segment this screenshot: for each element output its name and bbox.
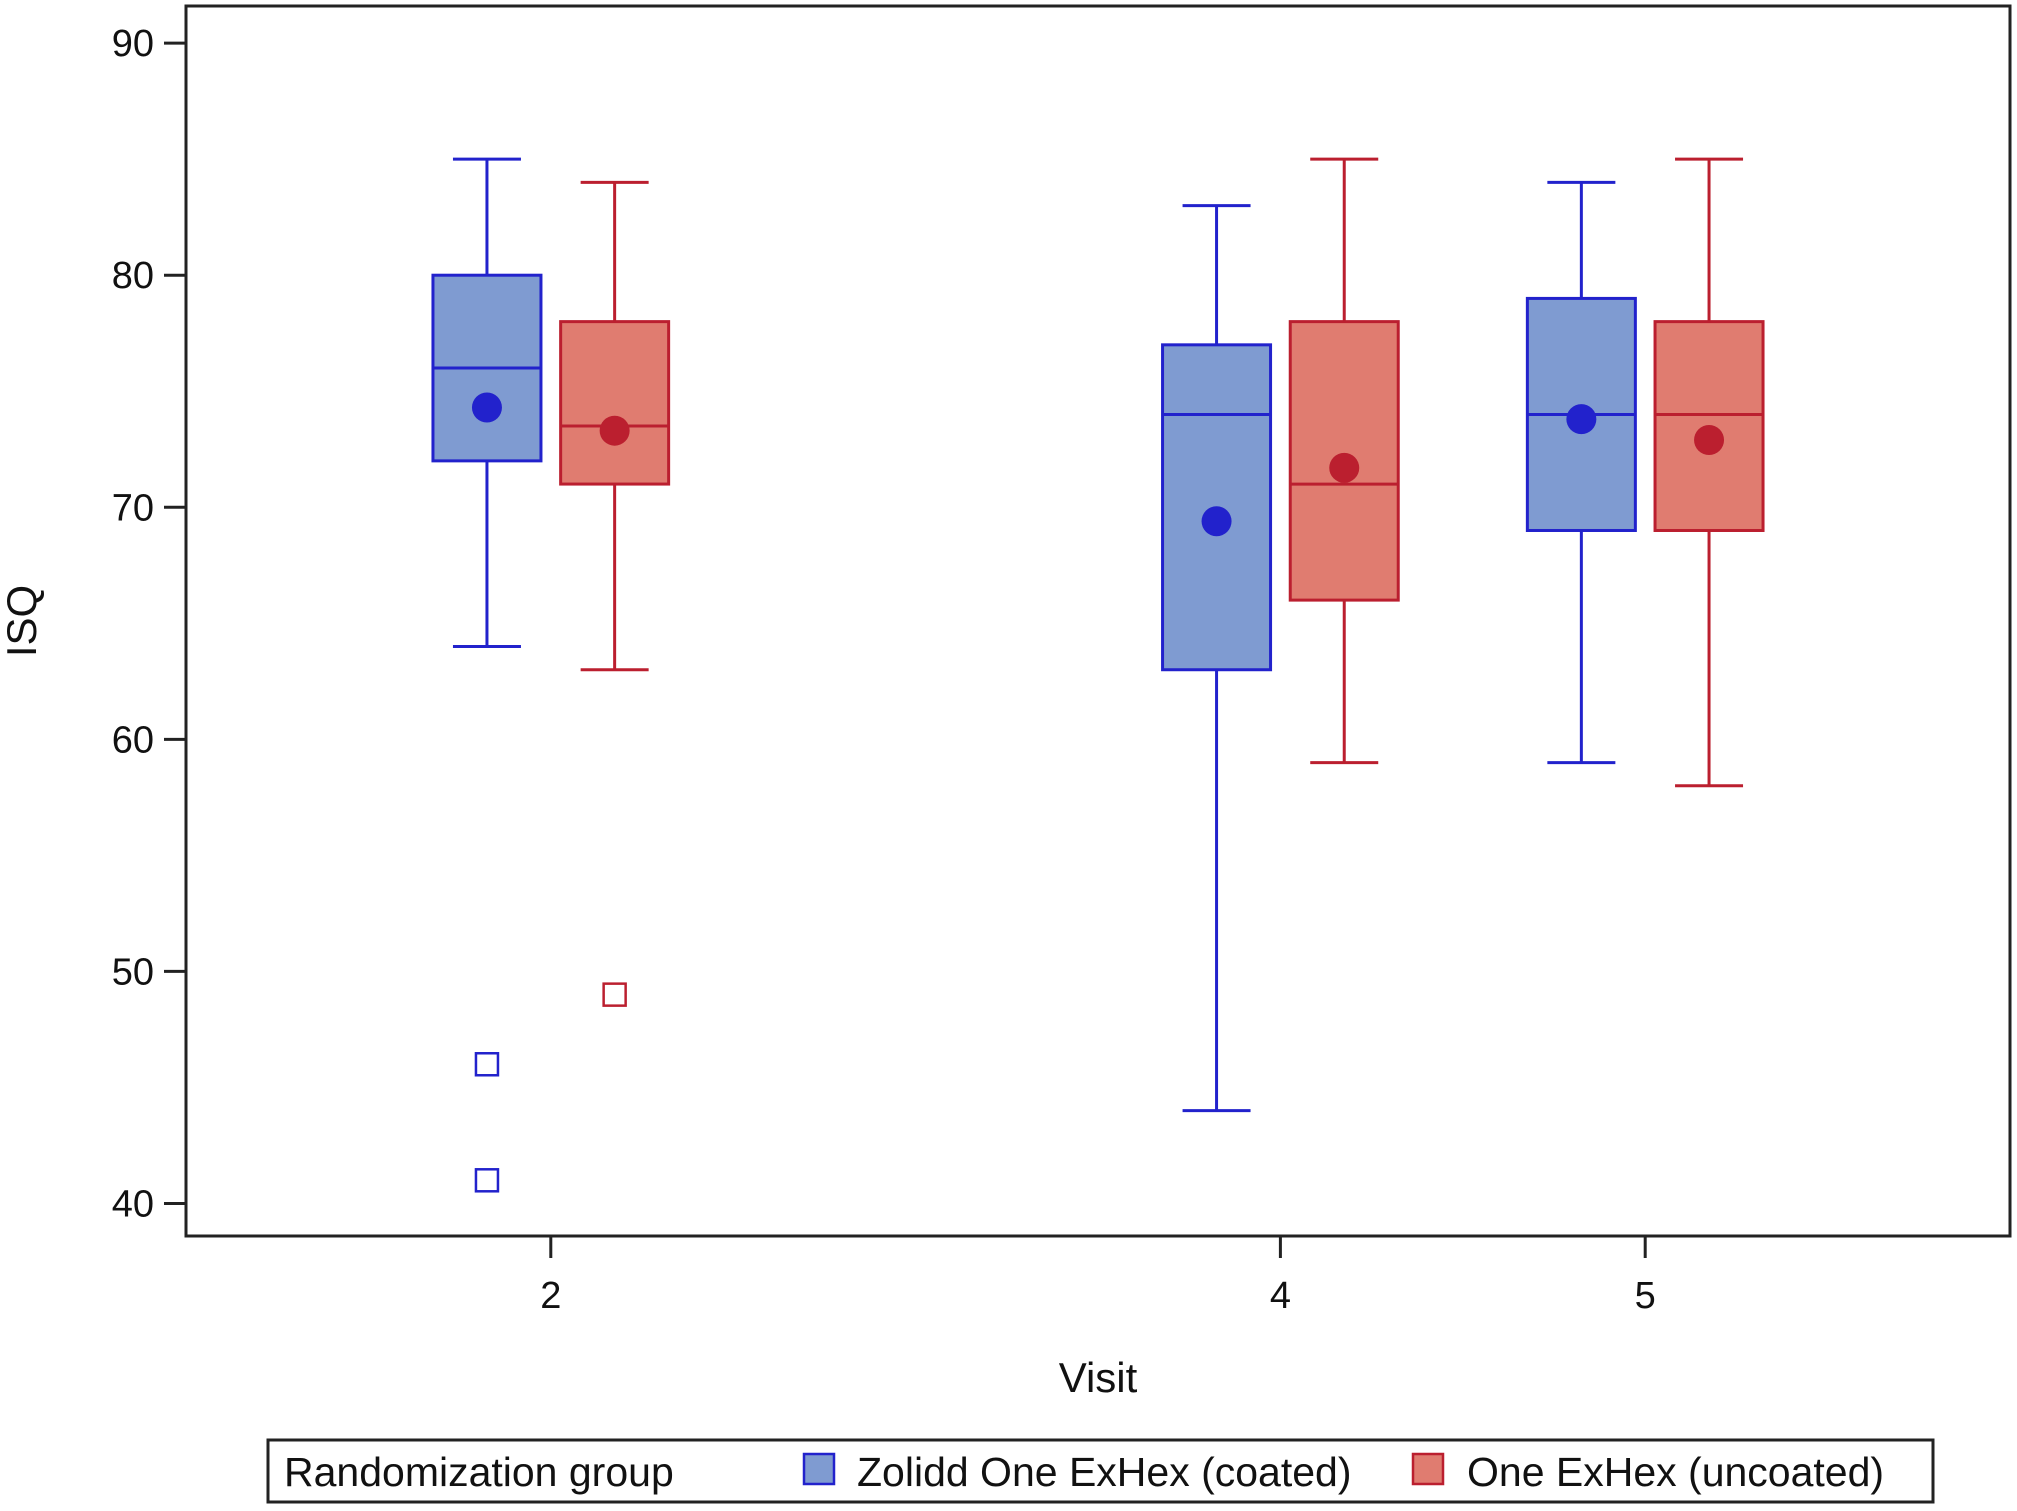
y-tick-label: 90 — [112, 23, 154, 65]
iqr-box — [1288, 320, 1400, 602]
series-uncoated — [559, 157, 1765, 1007]
legend-title: Randomization group — [284, 1449, 674, 1495]
box-series — [431, 157, 1765, 1193]
legend-frame — [266, 1438, 1935, 1504]
box-visit-2 — [559, 180, 671, 1007]
x-tick-label: 5 — [1635, 1275, 1656, 1317]
y-tick-label: 70 — [112, 487, 154, 529]
mean-marker — [1201, 506, 1232, 537]
outlier-marker — [602, 982, 627, 1007]
mean-marker — [1694, 424, 1725, 455]
legend: Randomization group Zolidd One ExHex (co… — [266, 1438, 1935, 1504]
x-axis-title: Visit — [1059, 1354, 1138, 1401]
mean-marker — [1566, 404, 1597, 435]
y-tick-label: 80 — [112, 255, 154, 297]
legend-swatch-uncoated — [1411, 1452, 1445, 1486]
outlier-marker — [474, 1168, 500, 1193]
plot-frame — [184, 4, 2012, 1238]
mean-marker — [471, 392, 502, 423]
box-visit-4 — [1161, 204, 1273, 1113]
box-visit-4 — [1288, 157, 1400, 765]
legend-swatch-coated — [802, 1452, 836, 1486]
mean-marker — [1329, 452, 1360, 483]
y-tick-label: 60 — [112, 719, 154, 761]
box-visit-2 — [431, 157, 543, 1193]
x-axis: 2 4 5 — [540, 1236, 1656, 1317]
legend-label-coated: Zolidd One ExHex (coated) — [857, 1449, 1352, 1495]
iqr-box — [559, 320, 671, 486]
box-visit-5 — [1653, 157, 1765, 788]
mean-marker — [599, 415, 630, 446]
box-visit-5 — [1525, 180, 1637, 765]
series-coated — [431, 157, 1637, 1193]
y-tick-label: 40 — [112, 1184, 154, 1226]
y-axis-title: ISQ — [0, 585, 45, 657]
y-tick-label: 50 — [112, 951, 154, 993]
x-tick-label: 4 — [1270, 1275, 1291, 1317]
x-tick-label: 2 — [540, 1275, 561, 1317]
y-axis: 40 50 60 70 80 90 — [112, 23, 186, 1226]
legend-label-uncoated: One ExHex (uncoated) — [1467, 1449, 1884, 1495]
outlier-marker — [474, 1052, 500, 1077]
